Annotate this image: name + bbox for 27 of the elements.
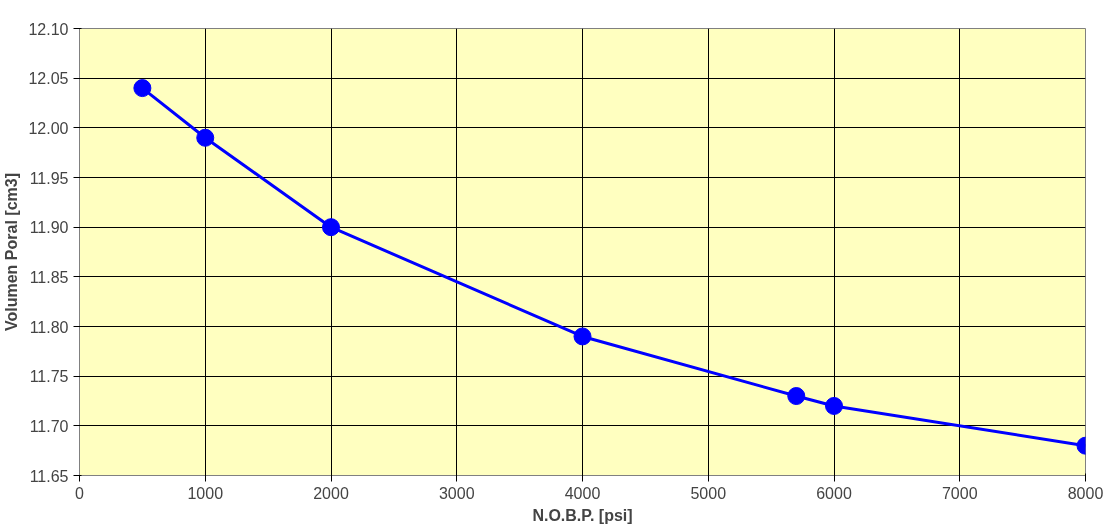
point [825,396,843,415]
y-tick-label: 11.95 [29,169,69,187]
x-tick-label: 4000 [564,484,601,502]
y-axis-title: Volumen Poral [cm3] [3,173,21,331]
point [196,128,215,147]
x-tick-label: 5000 [690,484,727,502]
x-tick-label: 2000 [313,484,349,502]
y-tick-label: 11.75 [29,368,69,386]
point [133,79,152,98]
x-tick-label: 0 [75,484,85,502]
y-tick-label: 11.90 [29,219,69,237]
point [322,218,340,237]
y-tick-label: 11.80 [29,318,69,336]
y-tick-label: 11.70 [29,417,69,435]
y-tick-label: 11.85 [29,268,69,286]
x-axis-title: N.O.B.P. [psi] [532,506,633,524]
y-tick-label: 12.10 [28,20,69,38]
x-tick-label: 1000 [187,484,224,502]
point [787,387,806,406]
y-tick-label: 11.65 [29,467,69,485]
point [573,327,592,346]
x-tick-label: 7000 [941,484,978,502]
x-tick-label: 6000 [816,484,852,502]
y-tick-label: 12.00 [28,119,69,137]
x-tick-label: 8000 [1067,484,1104,502]
x-tick-label: 3000 [438,484,475,502]
y-tick-label: 12.05 [28,70,69,88]
